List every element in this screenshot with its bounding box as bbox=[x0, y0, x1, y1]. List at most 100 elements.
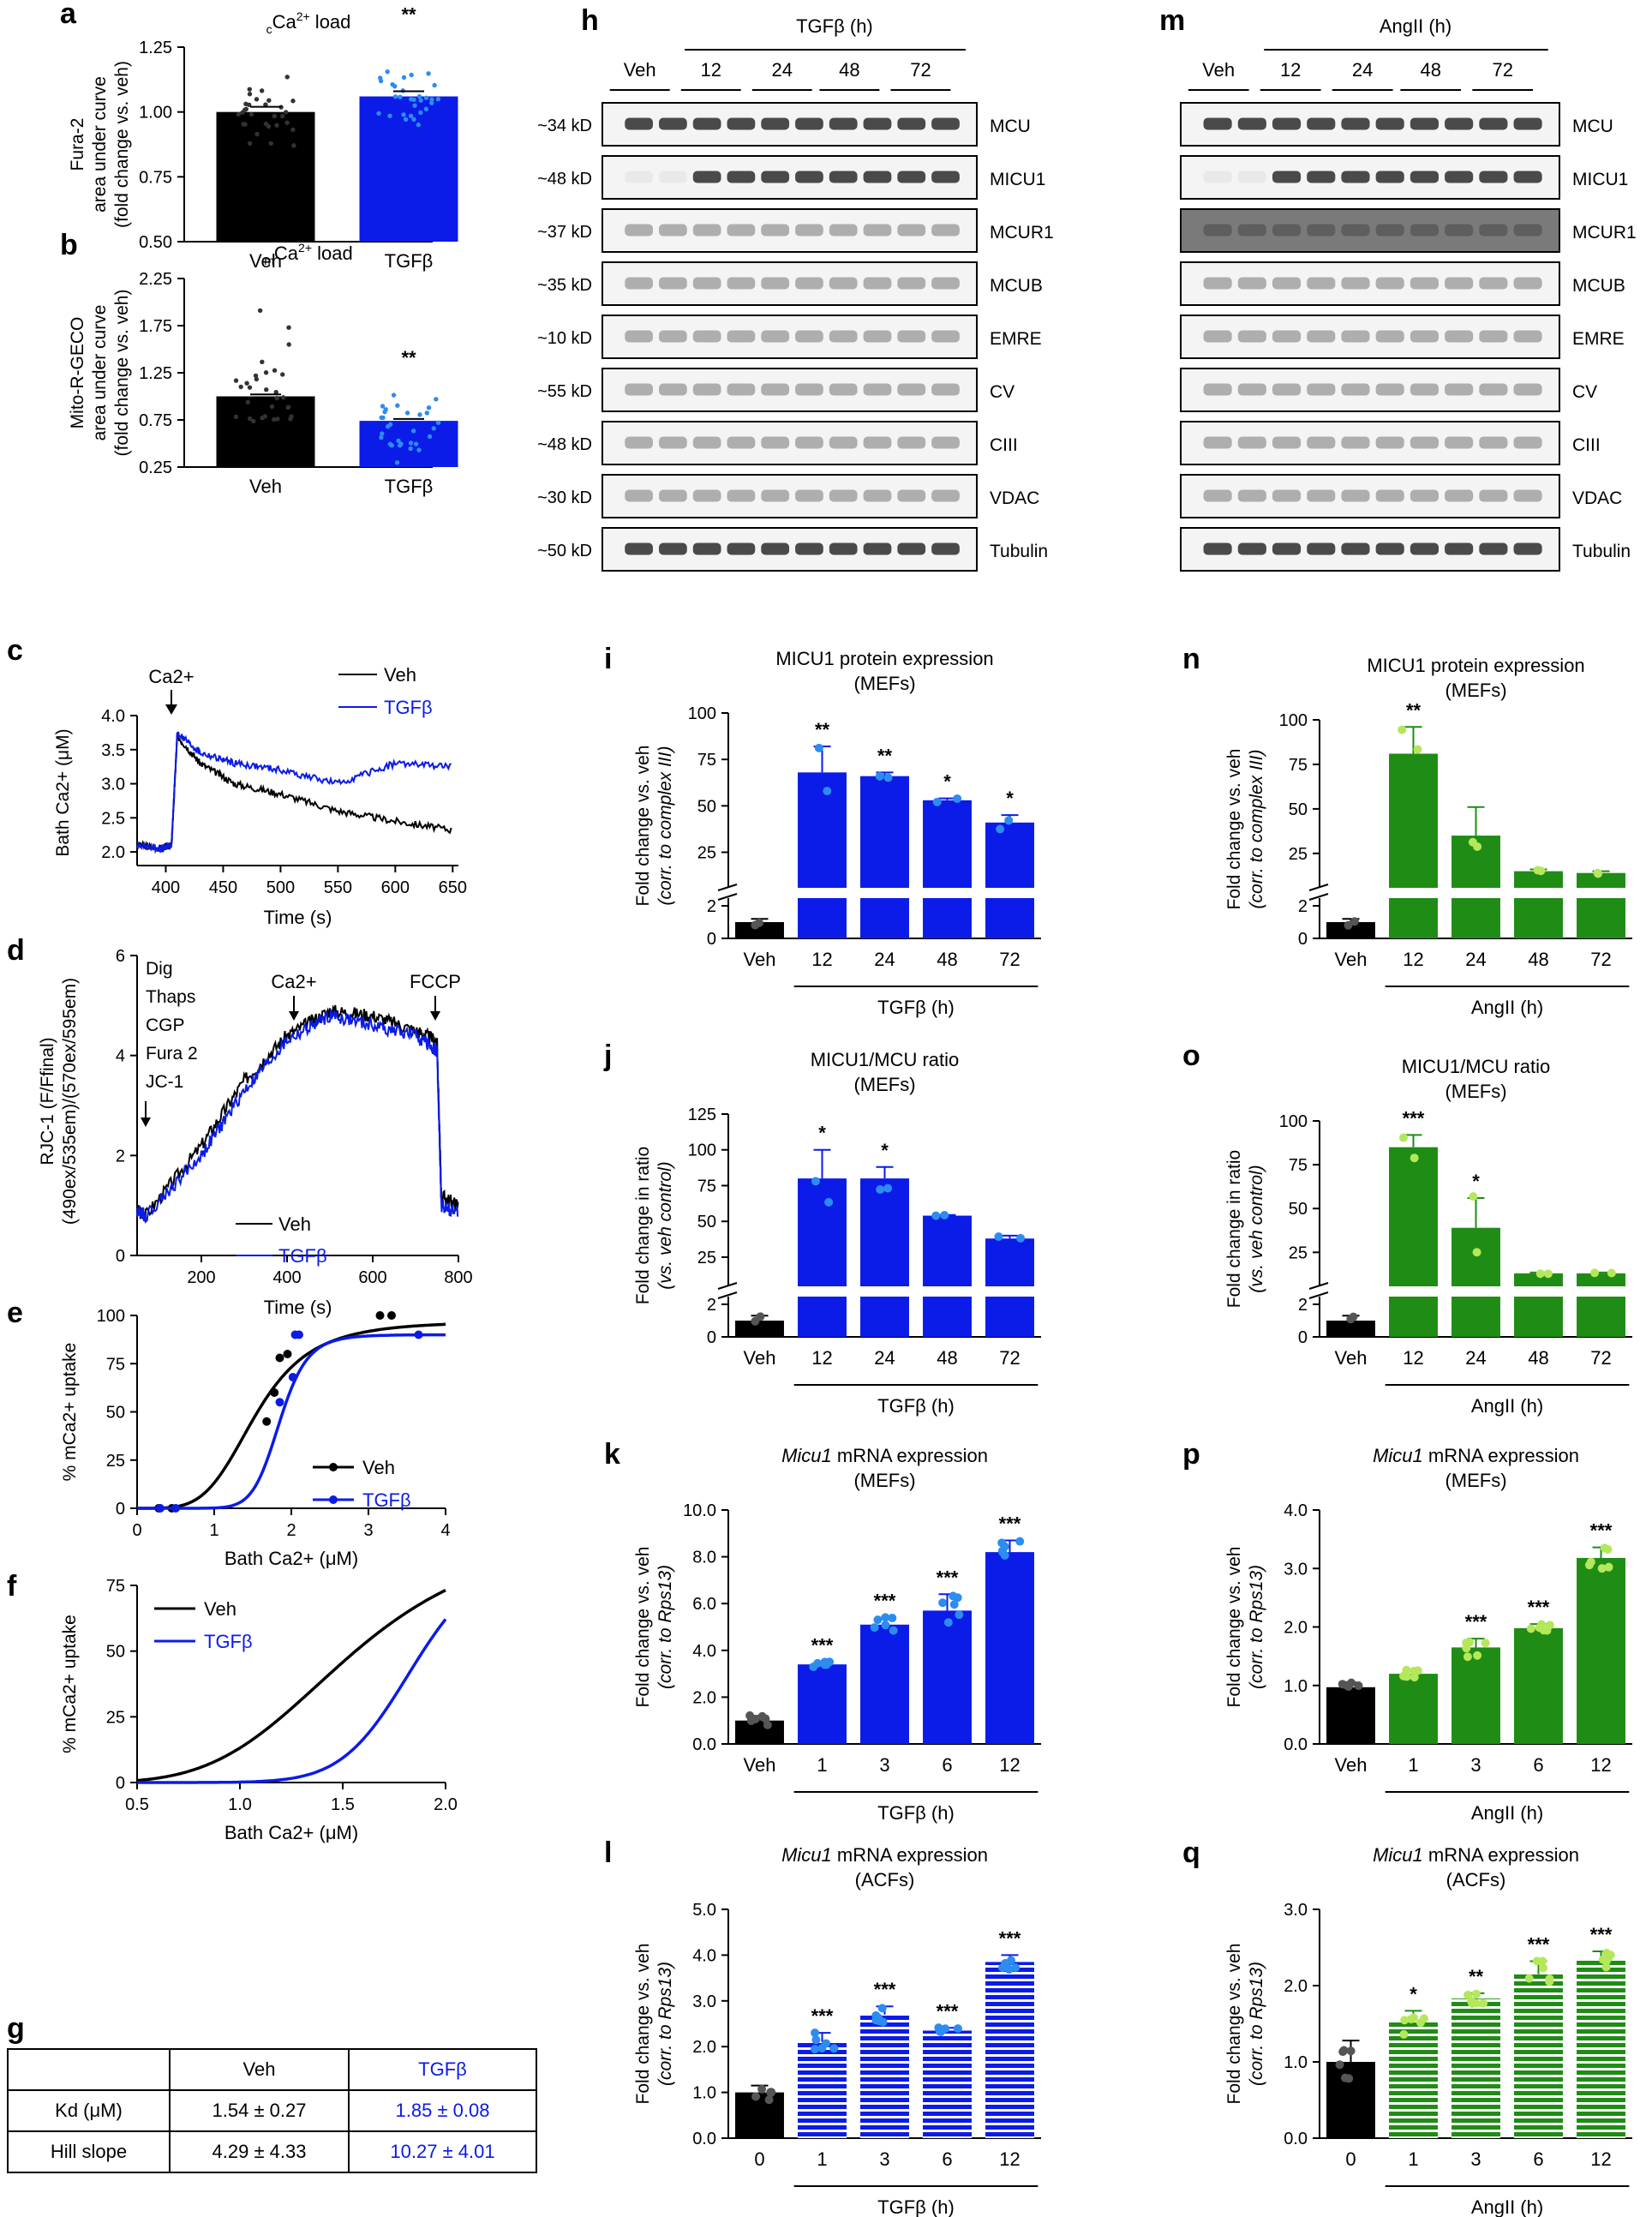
i-dot bbox=[875, 771, 884, 781]
a-ytick-label-3: 1.25 bbox=[139, 39, 172, 57]
c-ytick-label-1: 2.5 bbox=[101, 809, 125, 828]
i-ytick-label-1: 2 bbox=[707, 897, 716, 916]
h-band-MCUR1-0 bbox=[625, 224, 653, 237]
e-xtick-label-1: 1 bbox=[209, 1521, 218, 1540]
h-mw-3: ~35 kD bbox=[537, 276, 592, 295]
k-ytick-label-2: 4.0 bbox=[692, 1642, 716, 1661]
p-dot bbox=[1481, 1639, 1490, 1648]
q-dot bbox=[1524, 1974, 1534, 1983]
n-ylabel-line-1: (corr. to complex III) bbox=[1247, 750, 1266, 909]
m-band-MCU-6 bbox=[1410, 117, 1440, 130]
e-point-TGFβ-2 bbox=[275, 1398, 284, 1407]
h-band-CV-3 bbox=[727, 383, 756, 396]
i-xlabel-1: 12 bbox=[811, 949, 832, 970]
h-band-CIII-8 bbox=[897, 436, 926, 449]
a-dot bbox=[411, 117, 416, 123]
d-xtick-label-2: 600 bbox=[358, 1268, 386, 1287]
c-arrow-label: Ca2+ bbox=[148, 666, 194, 687]
a-dot bbox=[254, 97, 260, 102]
h-band-MCUR1-6 bbox=[829, 224, 858, 237]
h-lane-4: 72 bbox=[910, 59, 931, 81]
h-protein-MICU1: MICU1 bbox=[990, 170, 1045, 189]
o-ytick-label-4: 75 bbox=[1289, 1156, 1308, 1175]
c-ytick-label-0: 2.0 bbox=[101, 843, 125, 862]
i-sig-1: ** bbox=[815, 719, 830, 740]
table-cell-kd-tgf: 1.85 ± 0.08 bbox=[348, 2089, 537, 2132]
k-dot bbox=[813, 1658, 823, 1668]
h-band-Tubulin-6 bbox=[829, 542, 858, 555]
a-dot bbox=[432, 82, 437, 88]
m-band-MCUB-8 bbox=[1479, 277, 1508, 290]
n-sig-1: ** bbox=[1406, 699, 1422, 721]
m-band-VDAC-2 bbox=[1272, 489, 1302, 502]
e-point-TGFβ-5 bbox=[414, 1330, 423, 1339]
l-dot bbox=[764, 2095, 774, 2105]
h-band-MCU-8 bbox=[897, 117, 926, 130]
m-band-MCUR1-7 bbox=[1445, 224, 1474, 237]
j-ytick-label-3: 50 bbox=[697, 1213, 716, 1231]
m-blot-MCUR1 bbox=[1180, 208, 1560, 253]
o-xlabel-4: 72 bbox=[1590, 1347, 1611, 1369]
d-xtick-label-1: 400 bbox=[272, 1268, 301, 1287]
m-band-MCUR1-2 bbox=[1272, 224, 1302, 237]
b-dot bbox=[245, 399, 251, 404]
panel-i-letter: i bbox=[604, 643, 612, 675]
h-band-Tubulin-3 bbox=[727, 542, 756, 555]
o-dot bbox=[1472, 1248, 1481, 1257]
h-band-CV-1 bbox=[658, 383, 687, 396]
b-dot bbox=[408, 446, 413, 452]
k-title-0: Micu1 mRNA expression bbox=[781, 1445, 988, 1466]
l-dot bbox=[817, 2044, 827, 2053]
j-ylabel-line-1: (vs. veh control) bbox=[655, 1161, 675, 1289]
b-dot bbox=[396, 438, 401, 443]
n-xlabel-4: 72 bbox=[1590, 949, 1611, 970]
j-ytick-label-6: 125 bbox=[688, 1106, 716, 1124]
d-ytick-label-3: 6 bbox=[116, 947, 125, 966]
h-band-Tubulin-1 bbox=[658, 542, 687, 555]
h-band-MCU-6 bbox=[829, 117, 858, 130]
o-bar-break-2 bbox=[1451, 1286, 1501, 1297]
panel-o-letter: o bbox=[1182, 1040, 1200, 1072]
q-ytick-label-2: 2.0 bbox=[1284, 1977, 1308, 1996]
l-dot bbox=[811, 2028, 820, 2038]
b-dot bbox=[379, 415, 384, 420]
d-xlabel: Time (s) bbox=[264, 1297, 332, 1318]
h-band-MCU-3 bbox=[727, 117, 756, 130]
o-xlabel-2: 24 bbox=[1465, 1347, 1486, 1369]
q-bar-6 bbox=[1514, 1974, 1563, 2138]
e-legend-marker-0 bbox=[329, 1463, 338, 1471]
table-cell-hill-veh: 4.29 ± 4.33 bbox=[169, 2130, 350, 2173]
o-dot bbox=[1543, 1269, 1553, 1279]
h-mw-7: ~30 kD bbox=[537, 488, 592, 507]
m-band-CIII-3 bbox=[1307, 436, 1336, 449]
p-ytick-label-0: 0.0 bbox=[1284, 1735, 1308, 1754]
h-band-MCU-7 bbox=[863, 117, 892, 130]
j-dot bbox=[811, 1177, 820, 1186]
m-band-MCUB-7 bbox=[1445, 277, 1474, 290]
m-band-MCU-7 bbox=[1445, 117, 1474, 130]
a-dot bbox=[247, 92, 253, 97]
p-dot bbox=[1402, 1672, 1411, 1681]
i-dot bbox=[751, 920, 760, 930]
m-band-CIII-5 bbox=[1375, 436, 1404, 449]
m-band-Tubulin-4 bbox=[1341, 542, 1370, 555]
h-band-VDAC-9 bbox=[931, 489, 960, 502]
i-bar-break-3 bbox=[922, 888, 973, 898]
n-break-mark-2 bbox=[1308, 893, 1329, 901]
table-cell-hill-label: Hill slope bbox=[7, 2130, 171, 2173]
h-band-Tubulin-9 bbox=[931, 542, 960, 555]
k-sig-4: *** bbox=[999, 1513, 1021, 1534]
b-ylabel-line-0: Mito-R-GECO bbox=[68, 317, 87, 429]
i-bar-break-4 bbox=[985, 888, 1035, 898]
e-xtick-label-3: 3 bbox=[363, 1521, 373, 1540]
l-dot bbox=[757, 2084, 767, 2094]
k-sig-2: *** bbox=[874, 1591, 896, 1612]
e-ytick-label-3: 75 bbox=[106, 1355, 125, 1374]
b-dot bbox=[286, 342, 291, 347]
l-dot bbox=[877, 2004, 887, 2013]
i-bar-Veh bbox=[735, 922, 784, 938]
n-xlabel-3: 48 bbox=[1528, 949, 1548, 970]
l-ylabel-line-0: Fold change vs. veh bbox=[633, 1944, 653, 2105]
m-band-MCU-5 bbox=[1375, 117, 1404, 130]
h-band-MCUR1-3 bbox=[727, 224, 756, 237]
